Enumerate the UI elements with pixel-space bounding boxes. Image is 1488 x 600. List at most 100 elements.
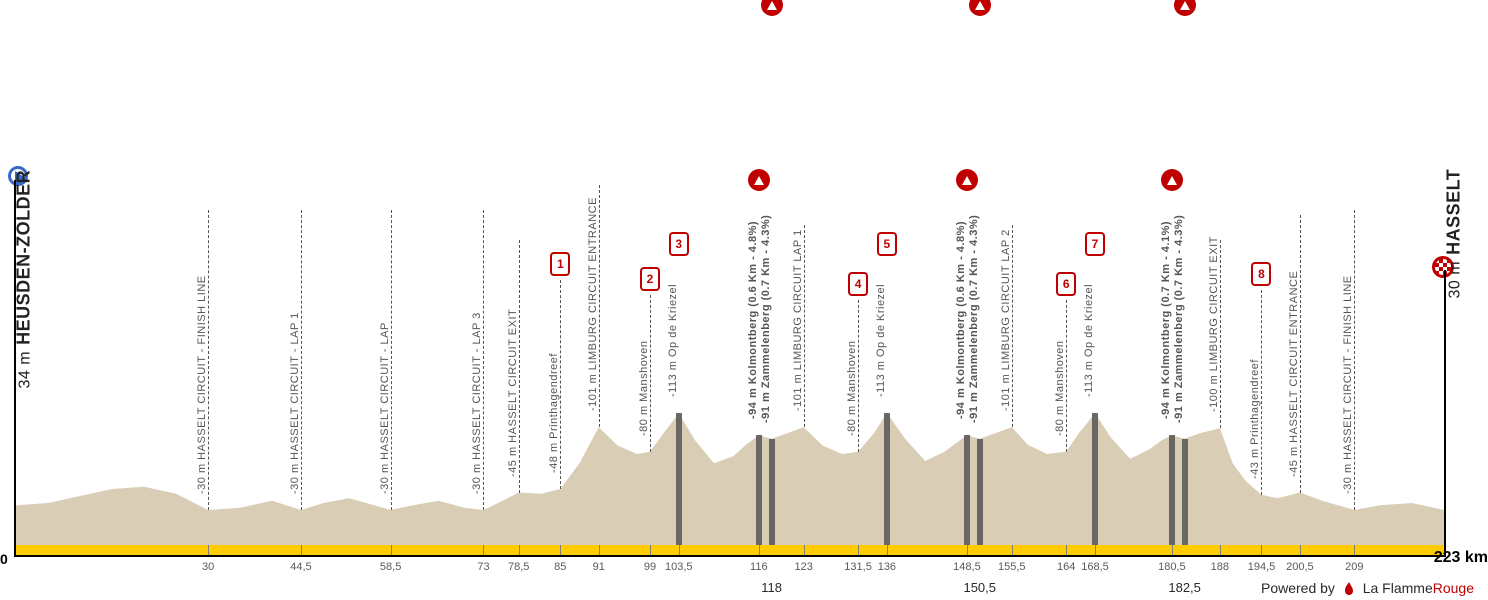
waypoint-dashed-line	[858, 300, 859, 452]
distance-tick-label: 168,5	[1081, 561, 1109, 573]
waypoint-dashed-line	[560, 280, 561, 489]
credit-name2: Rouge	[1433, 580, 1474, 596]
waypoint-bar	[769, 439, 775, 545]
waypoint-bar	[676, 413, 682, 545]
waypoint-dashed-line	[483, 210, 484, 510]
distance-tick	[483, 545, 484, 555]
axis-right	[1444, 270, 1446, 556]
waypoint-label: -30 m HASSELT CIRCUIT - FINISH LINE	[196, 275, 208, 500]
feedzone-marker: 7	[1085, 232, 1105, 256]
waypoint-label: -113 m Op de Kriezel	[667, 284, 679, 403]
feedzone-marker: 2	[640, 267, 660, 291]
credit-prefix: Powered by	[1261, 580, 1335, 596]
distance-tick	[1220, 545, 1221, 555]
distance-tick-label: 99	[644, 561, 656, 573]
waypoint-bar	[964, 435, 970, 545]
credit: Powered by La FlammeRouge	[1261, 580, 1474, 597]
finish-label: 30 mHASSELT	[1444, 169, 1465, 299]
distance-tick-label: 123	[794, 561, 812, 573]
climb-icon	[748, 169, 770, 191]
axis-left	[14, 180, 16, 556]
total-distance-label: 223 km	[1434, 549, 1488, 567]
waypoint-label: -101 m LIMBURG CIRCUIT LAP 2	[1000, 229, 1012, 417]
distance-tick-label: 209	[1345, 561, 1363, 573]
feedzone-marker: 5	[877, 232, 897, 256]
waypoint-label: -94 m Kolmontberg (0.6 Km - 4.8%)	[747, 221, 759, 425]
distance-tick	[599, 545, 600, 555]
distance-tick-label: 155,5	[998, 561, 1026, 573]
distance-tick-label: 136	[878, 561, 896, 573]
feedzone-marker: 1	[550, 252, 570, 276]
waypoint-label: -100 m LIMBURG CIRCUIT EXIT	[1208, 236, 1220, 418]
elevation-profile-chart: 34 m HEUSDEN-ZOLDER 30 mHASSELT -30 m HAS…	[0, 0, 1488, 599]
climb-icon	[761, 0, 783, 16]
distance-tick	[967, 545, 968, 555]
credit-name1: La Flamme	[1363, 580, 1433, 596]
distance-tick-label: 188	[1211, 561, 1229, 573]
climb-icon	[969, 0, 991, 16]
distance-tick-label: 78,5	[508, 561, 529, 573]
start-name: HEUSDEN-ZOLDER	[14, 170, 34, 345]
start-altitude: 34 m	[17, 351, 34, 389]
distance-tick	[1300, 545, 1301, 555]
waypoint-label: -101 m LIMBURG CIRCUIT ENTRANCE	[587, 197, 599, 417]
climb-icon	[1161, 169, 1183, 191]
distance-tick	[858, 545, 859, 555]
distance-tick-label: 30	[202, 561, 214, 573]
waypoint-label: -91 m Zammelenberg (0.7 Km - 4.3%)	[1173, 215, 1185, 429]
feedzone-marker: 8	[1251, 262, 1271, 286]
waypoint-bar	[884, 413, 890, 545]
waypoint-label: -113 m Op de Kriezel	[1083, 284, 1095, 403]
distance-tick	[1354, 545, 1355, 555]
waypoint-bar	[756, 435, 762, 545]
below-distance-label: 182,5	[1168, 580, 1201, 595]
waypoint-dashed-line	[1300, 215, 1301, 493]
waypoint-label: -80 m Manshoven	[638, 340, 650, 442]
waypoint-dashed-line	[1261, 290, 1262, 495]
waypoint-bar	[1092, 413, 1098, 545]
distance-tick	[301, 545, 302, 555]
waypoint-bar	[1182, 439, 1188, 545]
waypoint-label: -91 m Zammelenberg (0.7 Km - 4.3%)	[968, 215, 980, 429]
waypoint-bar	[1169, 435, 1175, 545]
waypoint-dashed-line	[1220, 240, 1221, 428]
waypoint-dashed-line	[208, 210, 209, 510]
axis-baseline	[14, 555, 1446, 557]
distance-tick-label: 116	[750, 561, 768, 573]
distance-tick	[560, 545, 561, 555]
below-distance-label: 118	[761, 580, 782, 595]
feedzone-marker: 4	[848, 272, 868, 296]
waypoint-label: -45 m HASSELT CIRCUIT ENTRANCE	[1288, 270, 1300, 482]
climb-icon	[956, 169, 978, 191]
distance-tick-label: 131,5	[844, 561, 872, 573]
distance-tick	[1095, 545, 1096, 555]
distance-tick-label: 91	[593, 561, 605, 573]
distance-tick	[804, 545, 805, 555]
waypoint-dashed-line	[1066, 300, 1067, 452]
waypoint-label: -30 m HASSELT CIRCUIT - FINISH LINE	[1342, 275, 1354, 500]
waypoint-label: -94 m Kolmontberg (0.7 Km - 4.1%)	[1160, 221, 1172, 425]
feedzone-marker: 3	[669, 232, 689, 256]
waypoint-label: -30 m HASSELT CIRCUIT - LAP	[379, 322, 391, 500]
distance-tick-label: 194,5	[1248, 561, 1276, 573]
finish-name: HASSELT	[1444, 169, 1464, 255]
distance-tick-label: 180,5	[1158, 561, 1186, 573]
distance-tick	[650, 545, 651, 555]
waypoint-dashed-line	[301, 210, 302, 510]
distance-tick	[759, 545, 760, 555]
waypoint-label: -43 m Printhagendreef	[1249, 359, 1261, 485]
flame-icon	[1341, 581, 1357, 597]
waypoint-bar	[977, 439, 983, 545]
waypoint-label: -80 m Manshoven	[1054, 340, 1066, 442]
distance-tick	[391, 545, 392, 555]
climb-icon	[1174, 0, 1196, 16]
waypoint-label: -48 m Printhagendreef	[548, 353, 560, 479]
distance-tick	[1261, 545, 1262, 555]
distance-tick-label: 148,5	[953, 561, 981, 573]
distance-tick-label: 73	[477, 561, 489, 573]
waypoint-label: -91 m Zammelenberg (0.7 Km - 4.3%)	[760, 215, 772, 429]
distance-tick	[208, 545, 209, 555]
waypoint-label: -94 m Kolmontberg (0.6 Km - 4.8%)	[955, 221, 967, 425]
distance-tick-label: 200,5	[1286, 561, 1314, 573]
waypoint-dashed-line	[1354, 210, 1355, 510]
